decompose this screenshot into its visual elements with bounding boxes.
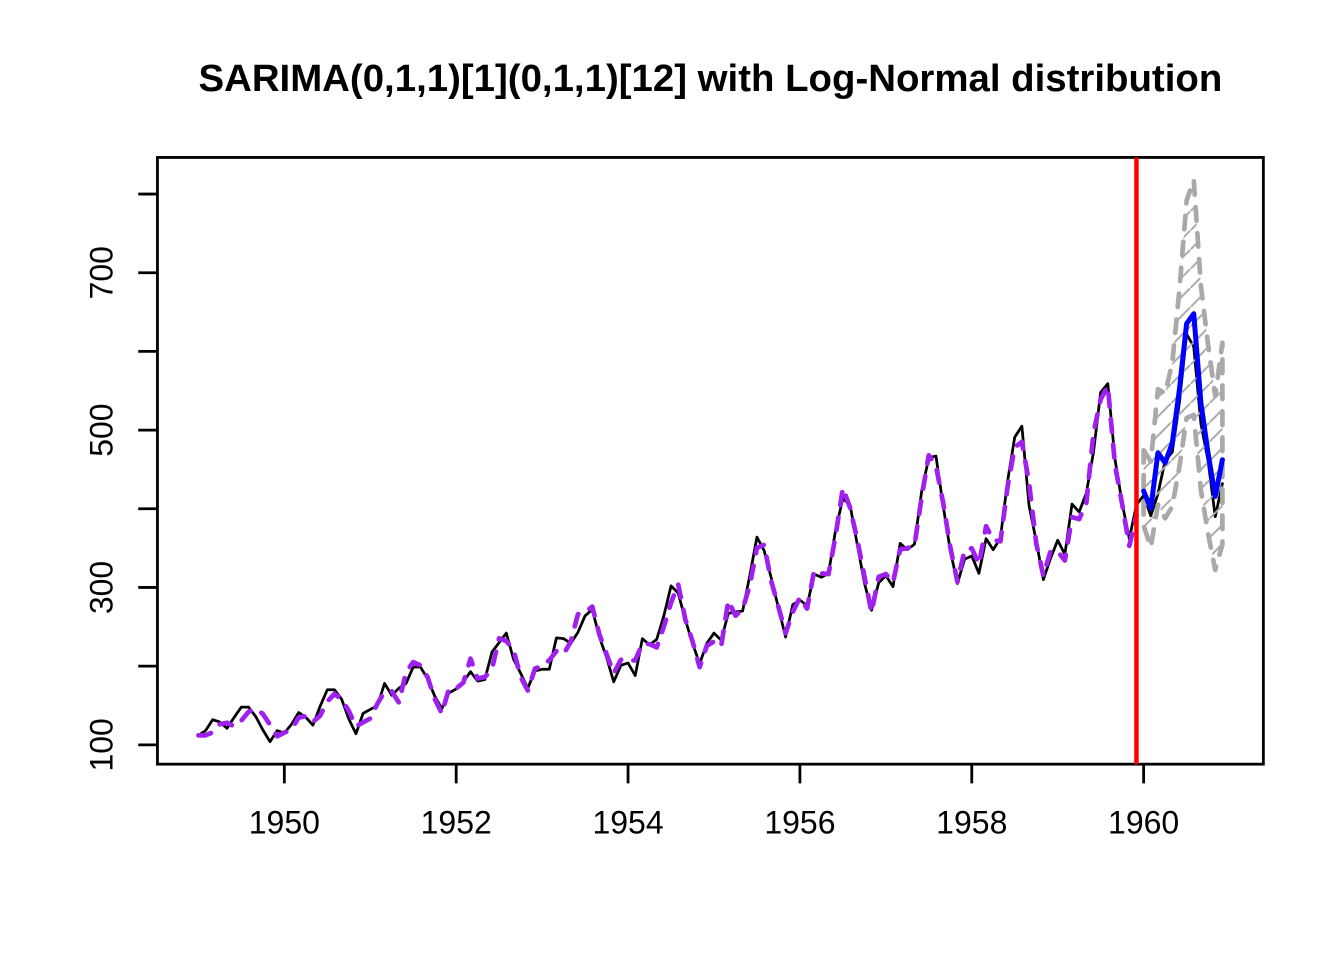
svg-text:300: 300 <box>84 561 120 614</box>
svg-text:1950: 1950 <box>249 805 320 841</box>
svg-text:1960: 1960 <box>1108 805 1179 841</box>
svg-text:100: 100 <box>84 718 120 771</box>
svg-text:SARIMA(0,1,1)[1](0,1,1)[12] wi: SARIMA(0,1,1)[1](0,1,1)[12] with Log-Nor… <box>198 57 1222 100</box>
svg-text:1954: 1954 <box>592 805 663 841</box>
svg-text:700: 700 <box>84 246 120 299</box>
svg-text:500: 500 <box>84 403 120 456</box>
svg-text:1956: 1956 <box>764 805 835 841</box>
svg-text:1952: 1952 <box>421 805 492 841</box>
svg-text:1958: 1958 <box>936 805 1007 841</box>
